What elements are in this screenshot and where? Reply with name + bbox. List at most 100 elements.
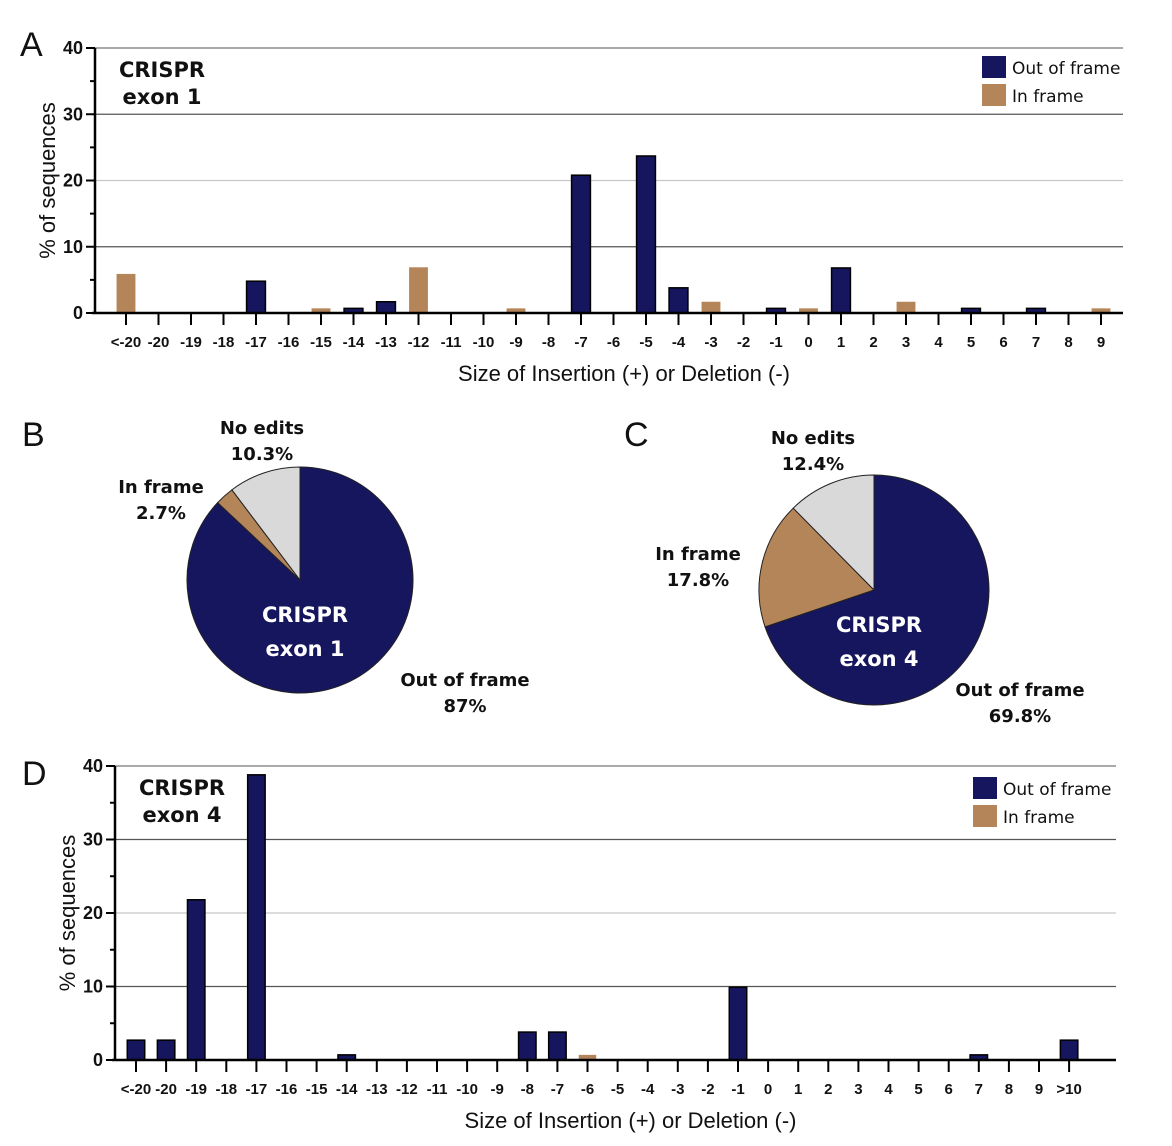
- bar-in-frame: [409, 267, 428, 313]
- legend-label: In frame: [1003, 808, 1075, 828]
- x-tick-label: 5: [967, 334, 975, 351]
- legend-swatch-in-frame: [973, 805, 997, 827]
- pie-label-name: In frame: [655, 544, 741, 565]
- legend-swatch-out-of-frame: [973, 777, 997, 799]
- x-tick-label: <-20: [111, 334, 141, 351]
- y-tick-label: 20: [63, 171, 83, 191]
- bar-in-frame: [116, 273, 136, 313]
- bar-out-of-frame: [126, 1039, 146, 1061]
- y-axis-title: % of sequences: [55, 835, 80, 992]
- x-tick-label: 9: [1035, 1081, 1043, 1098]
- bar-out-of-frame: [547, 1031, 567, 1061]
- x-tick-label: 7: [975, 1081, 983, 1098]
- pie-label-name: Out of frame: [955, 680, 1084, 701]
- x-tick-label: -13: [366, 1081, 388, 1098]
- bar-in-frame: [1091, 308, 1111, 313]
- x-tick-label: 1: [794, 1081, 802, 1098]
- bar-in-frame: [506, 308, 526, 313]
- bar-out-of-frame: [668, 287, 689, 314]
- x-tick-label: -6: [607, 334, 620, 351]
- bar-in-frame: [578, 1054, 597, 1060]
- x-tick-label: -7: [574, 334, 587, 351]
- x-tick-label: 5: [914, 1081, 922, 1098]
- x-tick-label: -19: [180, 334, 202, 351]
- x-tick-label: -2: [737, 334, 750, 351]
- inset-label: exon 4: [142, 803, 221, 827]
- x-tick-label: -5: [639, 334, 652, 351]
- inset-label: exon 1: [122, 85, 201, 109]
- x-tick-label: -9: [491, 1081, 504, 1098]
- x-tick-label: -18: [215, 1081, 237, 1098]
- bar-out-of-frame: [570, 174, 592, 314]
- bar-out-of-frame: [156, 1039, 176, 1061]
- panel-label-d: D: [22, 755, 47, 793]
- x-tick-label: -12: [396, 1081, 418, 1098]
- pie-slice-no-edits: [792, 474, 875, 592]
- x-tick-label: 8: [1064, 334, 1072, 351]
- x-tick-label: 3: [854, 1081, 862, 1098]
- x-tick-label: -19: [185, 1081, 207, 1098]
- y-axis-title: % of sequences: [35, 102, 60, 259]
- x-axis-title: Size of Insertion (+) or Deletion (-): [458, 361, 790, 386]
- x-tick-label: -11: [427, 1081, 448, 1098]
- x-tick-label: 2: [824, 1081, 832, 1098]
- bar-in-frame: [896, 301, 916, 313]
- pie-slice-no-edits: [231, 466, 301, 582]
- pie-chart-b: CRISPR exon 1 Out of frame 87% In frame 2.7% N…: [118, 418, 529, 717]
- pie-center-label: CRISPR: [262, 603, 348, 627]
- pie-label-value: 12.4%: [782, 454, 844, 475]
- pie-center-label: CRISPR: [836, 613, 922, 637]
- pie-center-label: exon 1: [265, 637, 344, 661]
- x-tick-label: -14: [343, 334, 365, 351]
- x-tick-label: -20: [155, 1081, 177, 1098]
- x-tick-label: -20: [148, 334, 170, 351]
- x-tick-label: -7: [551, 1081, 564, 1098]
- pie-chart-c: CRISPR exon 4 Out of frame 69.8% In frame 17.…: [655, 428, 1084, 727]
- bar-out-of-frame: [245, 280, 267, 314]
- pie-label-value: 69.8%: [989, 706, 1051, 727]
- x-tick-label: -18: [213, 334, 235, 351]
- x-tick-label: -10: [456, 1081, 478, 1098]
- y-tick-label: 10: [63, 237, 83, 257]
- x-tick-label: -8: [521, 1081, 534, 1098]
- legend-label: Out of frame: [1003, 780, 1111, 800]
- x-tick-label: -14: [336, 1081, 358, 1098]
- x-tick-label: -16: [276, 1081, 298, 1098]
- panel-label-a: A: [20, 26, 43, 64]
- y-tick-label: 30: [63, 104, 83, 124]
- y-tick-label: 0: [73, 303, 83, 323]
- y-tick-label: 20: [83, 903, 103, 923]
- x-tick-label: -1: [769, 334, 782, 351]
- x-tick-label: -3: [671, 1081, 684, 1098]
- pie-label-name: Out of frame: [400, 670, 529, 691]
- x-tick-label: -3: [704, 334, 717, 351]
- x-tick-label: 0: [804, 334, 812, 351]
- pie-label-value: 2.7%: [136, 503, 186, 524]
- bar-out-of-frame: [1059, 1039, 1079, 1061]
- x-tick-label: >10: [1056, 1081, 1081, 1098]
- pie-label-name: No edits: [771, 428, 855, 449]
- inset-label: CRISPR: [119, 58, 205, 82]
- y-tick-label: 40: [83, 756, 103, 776]
- bar-out-of-frame: [517, 1031, 537, 1061]
- pie-label-name: In frame: [118, 477, 204, 498]
- x-tick-label: 1: [837, 334, 845, 351]
- bar-in-frame: [701, 301, 721, 313]
- y-tick-label: 40: [63, 38, 83, 58]
- bar-in-frame: [311, 308, 331, 313]
- pie-label-value: 10.3%: [231, 444, 293, 465]
- x-tick-label: -5: [611, 1081, 624, 1098]
- bar-out-of-frame: [830, 267, 852, 314]
- x-tick-label: 4: [884, 1081, 893, 1098]
- x-tick-label: -12: [408, 334, 430, 351]
- x-tick-label: <-20: [121, 1081, 151, 1098]
- x-tick-label: -17: [246, 1081, 268, 1098]
- x-tick-label: -13: [375, 334, 397, 351]
- bar-out-of-frame: [186, 899, 206, 1061]
- pie-slice-in-frame: [758, 507, 875, 628]
- pie-label-value: 17.8%: [667, 570, 729, 591]
- x-tick-label: 7: [1032, 334, 1040, 351]
